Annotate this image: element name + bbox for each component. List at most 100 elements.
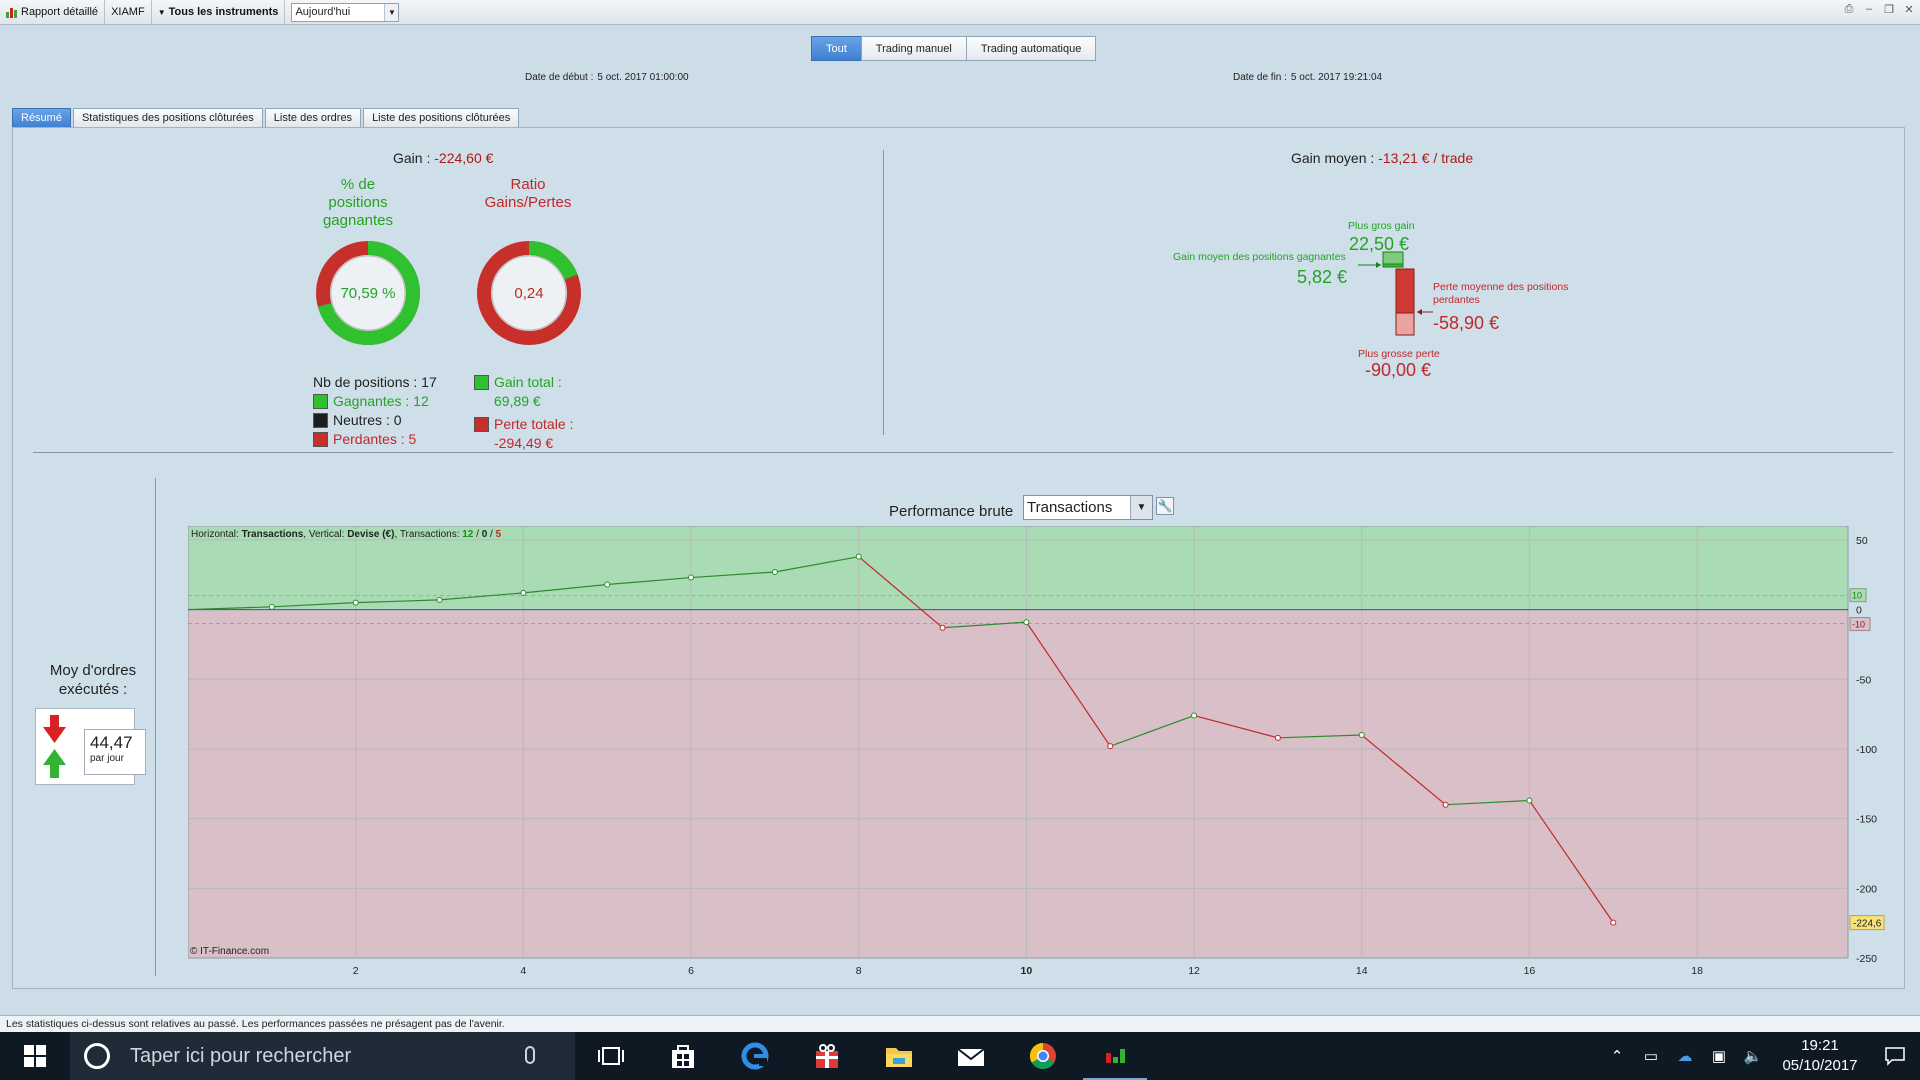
tab-statistiques[interactable]: Statistiques des positions clôturées (72, 108, 263, 127)
period-select[interactable]: Aujourd'hui ▼ (291, 2, 400, 22)
tab-liste-positions[interactable]: Liste des positions clôturées (363, 108, 520, 127)
data-point (436, 596, 443, 603)
account-selector[interactable]: XIAMF (105, 0, 152, 25)
data-point (604, 581, 611, 588)
chart-info-part: Transactions (242, 529, 304, 540)
chart-info-line: Horizontal: Transactions, Vertical: Devi… (191, 529, 502, 540)
gain-moyen-label: Gain moyen : (1291, 150, 1375, 166)
data-point (1274, 734, 1281, 741)
microphone-icon[interactable] (525, 1046, 535, 1064)
series-segment (942, 621, 1027, 629)
x-tick-label: 8 (856, 965, 862, 976)
avg-gain-marker (1849, 588, 1867, 603)
chart-copyright: © IT-Finance.com (190, 946, 269, 957)
tab-trading-automatique[interactable]: Trading automatique (965, 36, 1097, 61)
chrome-icon[interactable] (1007, 1032, 1079, 1080)
series-segment (1025, 621, 1111, 747)
task-view-icon[interactable] (575, 1032, 647, 1080)
store-icon[interactable] (647, 1032, 719, 1080)
gift-icon[interactable] (791, 1032, 863, 1080)
trading-app-icon[interactable] (1079, 1032, 1151, 1080)
end-date-label: Date de fin : (1233, 72, 1287, 83)
tab-tout[interactable]: Tout (811, 36, 862, 61)
chevron-down-icon: ▼ (1130, 496, 1152, 519)
pct-winning-donut: 70,59 % (313, 238, 423, 348)
gain-total-label: Gain total : (494, 374, 562, 390)
search-placeholder: Taper ici pour rechercher (130, 1044, 352, 1067)
performance-select[interactable]: Transactions ▼ (1023, 495, 1153, 520)
neutres-text: Neutres : 0 (333, 412, 402, 428)
clock[interactable]: 19:21 05/10/2017 (1770, 1036, 1870, 1076)
close-icon[interactable]: ✕ (1904, 4, 1914, 16)
print-icon[interactable]: ⎙ (1844, 3, 1854, 15)
windows-icon (24, 1045, 46, 1067)
series-segment (1277, 734, 1362, 739)
series-segment (271, 602, 356, 608)
wrench-icon[interactable]: 🔧 (1156, 497, 1174, 515)
report-button[interactable]: Rapport détaillé (0, 0, 106, 25)
legend-perdantes: Perdantes : 5 (313, 431, 416, 447)
mode-tabs: Tout Trading manuel Trading automatique (811, 36, 1097, 61)
report-window: Tout Trading manuel Trading automatique … (0, 25, 1920, 1015)
plus-gros-gain-value: 22,50 € (1349, 234, 1410, 254)
summary-panel: Gain : -224,60 € % de positions gagnante… (12, 127, 1905, 989)
performance-chart: 2 4 6 8 10 12 14 16 18500-50-100-150-200-25010-1… (188, 526, 1885, 976)
orders-title: Moy d'ordres exécutés : (49, 662, 137, 698)
gain-loss-range-bar (1358, 251, 1433, 336)
chevron-up-icon[interactable]: ⌃ (1610, 1048, 1624, 1065)
file-explorer-icon[interactable] (863, 1032, 935, 1080)
x-tick-label: 12 (1188, 965, 1200, 976)
gagnantes-text: Gagnantes : 12 (333, 393, 429, 409)
series-segment (523, 583, 608, 594)
plus-gros-gain-label: Plus gros gain (1348, 220, 1415, 232)
status-text: Les statistiques ci-dessus sont relative… (6, 1018, 505, 1030)
x-tick-label: 14 (1356, 965, 1368, 976)
tab-trading-manuel[interactable]: Trading manuel (860, 36, 967, 61)
pct-donut-svg (316, 241, 420, 345)
window-controls: ⎙ – ❐ ✕ (1842, 3, 1916, 16)
series-segment (439, 592, 524, 601)
chart-info-part: Devise (€) (347, 529, 394, 540)
report-chart-icon (6, 6, 18, 18)
mail-icon[interactable] (935, 1032, 1007, 1080)
edge-icon[interactable] (719, 1032, 791, 1080)
data-point (1610, 919, 1617, 926)
last-value-badge (1849, 915, 1885, 931)
network-icon[interactable]: ▣ (1711, 1048, 1727, 1065)
orders-card: 44,47 par jour (35, 708, 146, 785)
battery-icon[interactable]: ▭ (1643, 1048, 1659, 1065)
start-button[interactable] (0, 1032, 70, 1080)
instruments-dropdown[interactable]: ▼ Tous les instruments (152, 0, 286, 25)
chart-info-part: , Transactions: (394, 529, 462, 540)
green-square-icon (313, 393, 328, 409)
taskbar-search[interactable]: Taper ici pour rechercher (70, 1032, 575, 1080)
x-tick-label: 18 (1691, 965, 1703, 976)
series-segment (607, 576, 692, 586)
minimize-icon[interactable]: – (1865, 3, 1873, 15)
restore-icon[interactable]: ❐ (1884, 4, 1894, 16)
orders-unit: par jour (90, 753, 124, 764)
series-segment (188, 606, 272, 611)
horizontal-divider (33, 452, 1893, 453)
chart-info-part: 12 (462, 529, 474, 540)
data-point (1442, 801, 1449, 808)
perte-moyenne-value: -58,90 € (1433, 313, 1500, 333)
y-tick-label: -150 (1856, 814, 1877, 826)
tab-liste-ordres[interactable]: Liste des ordres (264, 108, 362, 127)
data-point (1023, 619, 1030, 626)
legend-perte-totale: Perte totale : (474, 416, 573, 432)
end-date-value: 5 oct. 2017 19:21:04 (1290, 72, 1383, 83)
top-toolbar: Rapport détaillé XIAMF ▼ Tous les instru… (0, 0, 1920, 25)
series-segment (355, 599, 440, 604)
series-segment (1528, 800, 1614, 923)
volume-icon[interactable]: 🔈 (1743, 1048, 1763, 1065)
red-square-icon (313, 431, 328, 447)
data-point (855, 553, 862, 560)
chart-info-part: 5 (496, 529, 502, 540)
notifications-icon[interactable] (1870, 1032, 1920, 1080)
tab-resume[interactable]: Résumé (12, 108, 71, 127)
cloud-icon[interactable]: ☁ (1677, 1048, 1693, 1065)
perte-moyenne-label: Perte moyenne des positions perdantes (1433, 281, 1569, 306)
gain-label: Gain : (393, 150, 431, 166)
legend-gain-total: Gain total : (474, 374, 562, 390)
